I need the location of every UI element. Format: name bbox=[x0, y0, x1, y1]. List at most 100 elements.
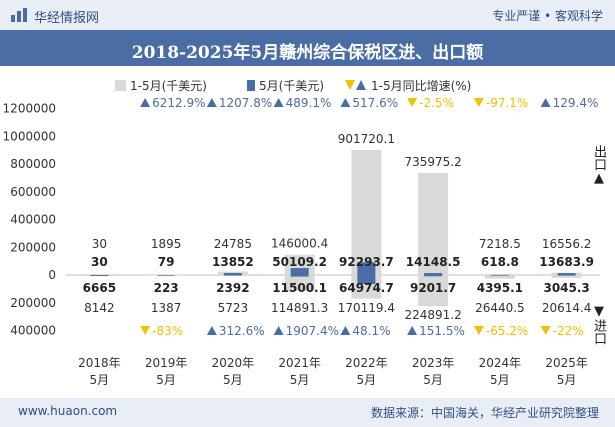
import-growth-label: -83% bbox=[152, 324, 183, 338]
import-cumulative-label: 26440.5 bbox=[475, 301, 525, 315]
import-monthly-label: 64974.7 bbox=[339, 281, 394, 295]
category-year-label: 2021年 bbox=[278, 356, 321, 370]
category-month-label: 5月 bbox=[357, 373, 377, 387]
import-cumulative-label: 114891.3 bbox=[271, 301, 328, 315]
export-growth-down-icon bbox=[473, 98, 484, 107]
legend-label-cumulative: 1-5月(千美元) bbox=[130, 79, 207, 93]
y-tick-label: 800000 bbox=[10, 157, 56, 171]
category-month-label: 5月 bbox=[423, 373, 443, 387]
export-growth-down-icon bbox=[407, 98, 418, 107]
top-banner bbox=[0, 0, 615, 30]
export-growth-up-icon bbox=[140, 98, 151, 107]
import-growth-up-icon bbox=[206, 326, 217, 335]
category-month-label: 5月 bbox=[90, 373, 110, 387]
export-growth-label: 1207.8% bbox=[219, 96, 272, 110]
y-tick-label: 200000 bbox=[10, 240, 56, 254]
y-tick-label: 0 bbox=[48, 268, 56, 282]
export-monthly-label: 618.8 bbox=[481, 255, 519, 269]
export-growth-label: 517.6% bbox=[352, 96, 398, 110]
export-cumulative-label: 7218.5 bbox=[479, 237, 521, 251]
chart-area: 1200000 1000000 800000 600000 400000 200000 0 2… bbox=[3, 79, 600, 387]
y-tick-label: 200000 bbox=[10, 296, 56, 310]
export-cumulative-bar bbox=[418, 172, 449, 275]
import-monthly-label: 4395.1 bbox=[477, 281, 523, 295]
footer-bar bbox=[0, 398, 615, 427]
import-side-label: ▼ 进口 bbox=[591, 304, 607, 345]
footer-website: www.huaon.com bbox=[18, 404, 118, 418]
y-tick-label: 400000 bbox=[10, 213, 56, 227]
import-growth-label: 48.1% bbox=[352, 324, 390, 338]
category-year-label: 2025年 bbox=[545, 356, 588, 370]
legend-label-growth: 1-5月同比增速(%) bbox=[371, 79, 471, 93]
export-growth-label: 6212.9% bbox=[152, 96, 205, 110]
export-monthly-label: 30 bbox=[91, 255, 108, 269]
category-month-label: 5月 bbox=[290, 373, 310, 387]
import-growth-label: -22% bbox=[553, 324, 584, 338]
title-bar bbox=[0, 30, 615, 66]
import-growth-up-icon bbox=[340, 326, 351, 335]
import-cumulative-label: 224891.2 bbox=[404, 308, 461, 322]
legend-label-monthly: 5月(千美元) bbox=[259, 79, 324, 93]
export-monthly-bar bbox=[557, 273, 576, 275]
import-label-text: 进口 bbox=[591, 319, 606, 345]
category-month-label: 5月 bbox=[223, 373, 243, 387]
category-month-label: 5月 bbox=[557, 373, 577, 387]
category-year-label: 2020年 bbox=[212, 356, 255, 370]
export-side-label: 出口 ▲ bbox=[591, 145, 607, 186]
export-monthly-bar bbox=[290, 268, 309, 275]
import-monthly-bar bbox=[157, 275, 176, 276]
export-monthly-label: 92293.7 bbox=[339, 255, 394, 269]
export-monthly-label: 50109.2 bbox=[272, 255, 327, 269]
import-growth-up-icon bbox=[273, 326, 284, 335]
export-cumulative-label: 16556.2 bbox=[542, 237, 592, 251]
export-growth-up-icon bbox=[340, 98, 351, 107]
export-monthly-bar bbox=[424, 273, 443, 275]
export-monthly-bar bbox=[223, 273, 242, 275]
export-cumulative-label: 146000.4 bbox=[271, 237, 328, 251]
legend-swatch-cumulative bbox=[115, 80, 126, 91]
export-monthly-label: 79 bbox=[158, 255, 175, 269]
legend-swatch-monthly bbox=[247, 80, 255, 91]
import-cumulative-bar bbox=[551, 275, 582, 278]
import-cumulative-label: 5723 bbox=[218, 301, 249, 315]
export-cumulative-bar bbox=[351, 149, 382, 275]
export-cumulative-label: 901720.1 bbox=[338, 132, 395, 146]
legend-growth-down-icon bbox=[345, 80, 355, 90]
export-cumulative-label: 1895 bbox=[151, 237, 182, 251]
y-tick-label: 1000000 bbox=[3, 129, 56, 143]
category-year-label: 2024年 bbox=[479, 356, 522, 370]
import-monthly-bar bbox=[290, 275, 309, 277]
export-growth-label: 489.1% bbox=[286, 96, 332, 110]
y-tick-label: 400000 bbox=[10, 324, 56, 338]
import-growth-label: 312.6% bbox=[219, 324, 265, 338]
import-monthly-bar bbox=[424, 275, 443, 277]
import-monthly-bar bbox=[490, 275, 509, 276]
import-growth-label: 1907.4% bbox=[286, 324, 339, 338]
import-growth-label: -65.2% bbox=[486, 324, 528, 338]
export-growth-label: -2.5% bbox=[419, 96, 454, 110]
export-arrow-up-icon: ▲ bbox=[594, 171, 604, 186]
y-tick-label: 600000 bbox=[10, 185, 56, 199]
export-cumulative-label: 30 bbox=[92, 237, 107, 251]
chart-title: 2018-2025年5月赣州综合保税区进、出口额 bbox=[131, 43, 484, 63]
category-year-label: 2022年 bbox=[345, 356, 388, 370]
brand-tagline: 专业严谨 • 客观科学 bbox=[492, 9, 603, 23]
export-monthly-label: 14148.5 bbox=[406, 255, 461, 269]
import-cumulative-label: 8142 bbox=[84, 301, 115, 315]
export-growth-up-icon bbox=[206, 98, 217, 107]
category-year-label: 2023年 bbox=[412, 356, 455, 370]
export-label-text: 出口 bbox=[591, 145, 606, 171]
brand-name: 华经情报网 bbox=[34, 11, 100, 26]
import-monthly-bar bbox=[223, 275, 242, 276]
export-growth-up-icon bbox=[273, 98, 284, 107]
export-cumulative-bar bbox=[484, 273, 515, 275]
import-arrow-down-icon: ▼ bbox=[594, 304, 604, 319]
export-cumulative-label: 24785 bbox=[214, 237, 252, 251]
import-growth-down-icon bbox=[540, 326, 551, 335]
import-monthly-label: 223 bbox=[154, 281, 179, 295]
legend-growth-up-icon bbox=[356, 80, 366, 90]
import-monthly-bar bbox=[90, 275, 109, 276]
import-monthly-label: 6665 bbox=[83, 281, 116, 295]
import-cumulative-label: 170119.4 bbox=[338, 301, 395, 315]
category-year-label: 2019年 bbox=[145, 356, 188, 370]
